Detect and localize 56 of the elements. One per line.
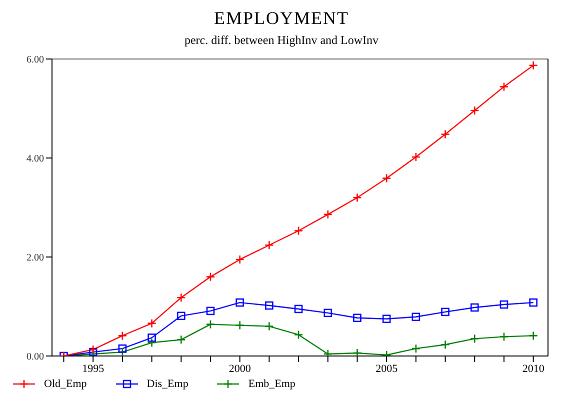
point [411,344,421,354]
legend-label: Dis_Emp [146,378,188,390]
y-tick-label: 4.00 [26,154,44,165]
point [235,320,244,330]
point [206,272,216,282]
point [440,340,450,350]
legend-label: Emb_Emp [248,378,296,390]
point [265,301,274,310]
x-tick-label: 1995 [82,362,105,375]
point [235,254,244,264]
point [323,210,333,220]
point [470,106,480,116]
point [382,314,391,324]
point [147,338,156,348]
point [352,348,362,356]
point [440,130,450,139]
point [441,308,450,316]
point [88,344,98,354]
point [353,314,362,322]
point [148,334,156,342]
x-tick-label: 2005 [376,362,398,375]
point [264,240,274,250]
x-tick-label: 2010 [522,362,545,375]
point [294,330,304,340]
y-tick-label: 0.00 [26,352,44,363]
point [528,331,538,340]
point [118,331,128,340]
point [264,322,274,331]
point [206,320,216,329]
point [382,174,392,183]
point [499,332,509,342]
point [176,335,186,344]
point [529,298,538,307]
point [118,344,127,353]
y-tick-label: 6.00 [26,54,44,66]
chart-title: EMPLOYMENT [213,8,350,29]
y-tick-label: 2.00 [26,252,44,264]
chart-subtitle: perc. diff. between HighInv and LowInv [183,33,380,48]
point [294,226,304,236]
point [206,306,215,316]
x-tick-label: 2000 [228,362,252,375]
point [324,308,332,318]
point [147,318,156,328]
point [176,292,186,302]
point [499,82,509,92]
point [176,312,186,320]
point [470,334,480,344]
point [528,60,538,70]
point [412,312,420,322]
point [352,192,362,202]
point [411,152,421,162]
point [470,303,479,312]
point [236,298,244,307]
point [500,300,508,309]
legend-label: Old_Emp [44,378,87,390]
point [294,304,303,314]
